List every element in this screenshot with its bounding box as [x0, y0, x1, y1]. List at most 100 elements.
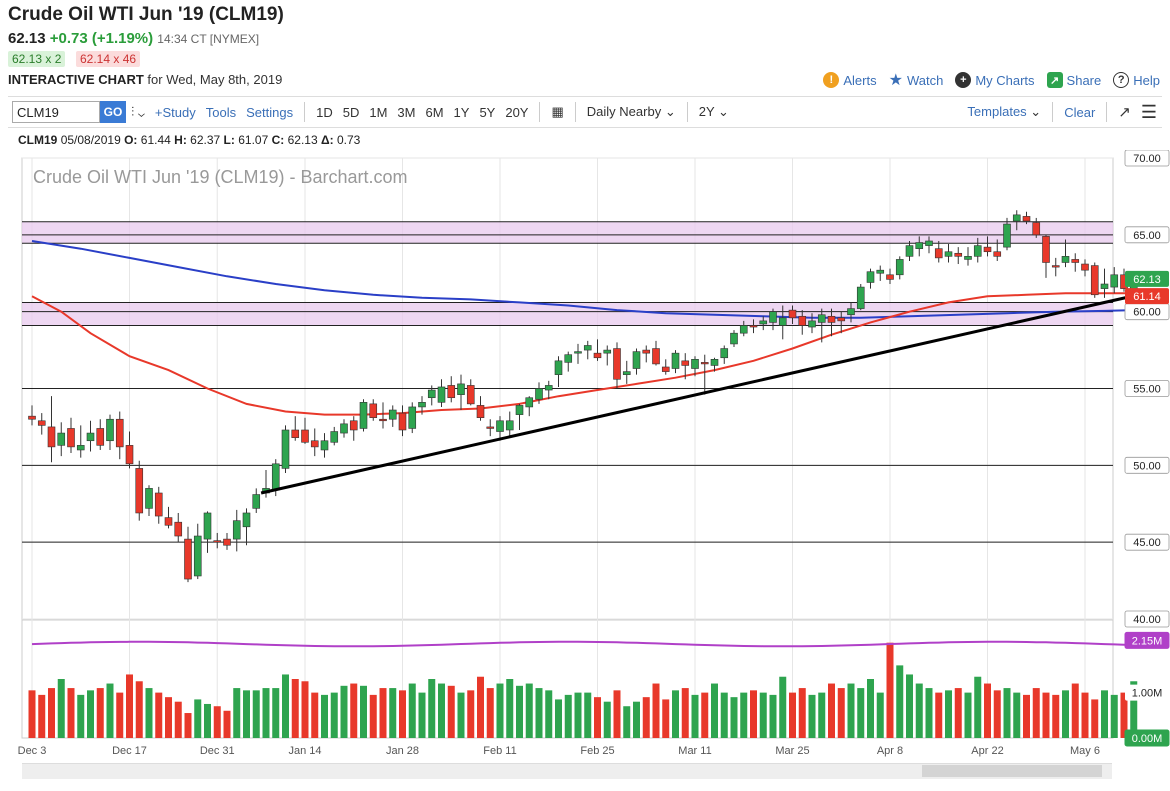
menu-icon[interactable]: ☰ [1140, 101, 1157, 122]
chart-type-button[interactable]: ⫶ ⌄ [126, 104, 150, 120]
period-3m[interactable]: 3M [397, 104, 416, 120]
candle-body [232, 520, 241, 540]
candle [447, 376, 456, 403]
x-tick-label: May 6 [1070, 745, 1100, 757]
candle-body [847, 308, 855, 316]
chart-scrollbar[interactable] [22, 763, 1112, 779]
candle [730, 330, 738, 348]
volume-bar [516, 685, 523, 738]
last-price-flag [1125, 270, 1169, 287]
period-5d[interactable]: 5D [342, 104, 360, 120]
settings-button[interactable]: Settings [246, 104, 294, 120]
volume-bar [1081, 692, 1089, 738]
alert-icon: ! [823, 72, 840, 88]
candle-body [379, 418, 387, 422]
candle-body [496, 420, 504, 432]
trendline-layer [260, 293, 1139, 495]
volume-bar [350, 683, 358, 738]
candle [905, 240, 914, 261]
candle-body [457, 383, 465, 395]
period-1y[interactable]: 1Y [453, 104, 470, 120]
volume-bar [584, 692, 592, 738]
volume-bar [360, 685, 367, 738]
candle [359, 399, 368, 432]
candle-body [515, 405, 524, 415]
volume-bar [77, 694, 85, 738]
period-1m[interactable]: 1M [369, 104, 388, 120]
candle [915, 236, 924, 257]
y-tick-label: 45.00 [1133, 537, 1161, 549]
my-charts-link[interactable]: + My Charts [955, 72, 1035, 88]
candle [895, 256, 904, 280]
x-tick-label: Dec 17 [112, 745, 147, 757]
volume-bar [1003, 688, 1011, 738]
period-6m[interactable]: 6M [425, 104, 444, 120]
volume-tick-label: 2.15M [1132, 635, 1163, 647]
candle [145, 485, 153, 517]
candle [886, 268, 894, 285]
axis-layer: Dec 3 Dec 17 Dec 31 Jan 14 Jan 28 Feb 11 Feb 2… [18, 150, 1170, 757]
volume-bar [750, 690, 757, 738]
ma-value-flag [1125, 288, 1169, 305]
period-20y[interactable]: 20Y [505, 104, 529, 120]
toolbar-divider [686, 102, 688, 122]
x-tick-label: Mar 11 [678, 745, 711, 757]
range-dropdown[interactable]: 2Y ⌄ [694, 104, 734, 120]
volume-bar [730, 697, 738, 738]
period-5y[interactable]: 5Y [479, 104, 496, 120]
scrollbar-thumb[interactable] [922, 765, 1102, 777]
candle-body [28, 415, 36, 420]
candle [437, 379, 446, 407]
candle-body [223, 538, 231, 546]
candle [1032, 217, 1041, 238]
help-link[interactable]: ? Help [1113, 72, 1160, 88]
period-1d[interactable]: 1D [316, 104, 333, 120]
candle-body [1100, 283, 1109, 289]
candle-body [1022, 216, 1031, 222]
volume-bar [828, 683, 835, 738]
tools-button[interactable]: Tools [205, 104, 237, 120]
candle [1110, 267, 1119, 294]
alerts-link[interactable]: ! Alerts [823, 72, 877, 88]
candle [505, 411, 514, 438]
candle-body [340, 423, 348, 434]
study-button[interactable]: +Study [154, 104, 196, 120]
symbol-input[interactable] [12, 101, 100, 123]
candle [408, 402, 417, 434]
share-link[interactable]: ↗ Share [1046, 72, 1101, 88]
ohlc-date: 05/08/2019 [60, 133, 121, 147]
volume-bar [282, 674, 289, 738]
volume-bar [935, 692, 943, 738]
candle-body [369, 403, 378, 418]
volume-bar [1062, 690, 1069, 738]
candle [320, 433, 329, 458]
candle [476, 396, 485, 421]
volume-bar [662, 699, 670, 738]
volume-bar [691, 694, 699, 738]
calendar-icon[interactable]: ▦ [551, 104, 564, 119]
go-button[interactable]: GO [100, 101, 126, 123]
candle [135, 460, 144, 521]
frequency-dropdown[interactable]: Daily Nearby ⌄ [582, 104, 681, 120]
volume-bar [165, 697, 172, 738]
volume-bar [906, 674, 913, 738]
candle-body [710, 359, 719, 366]
candle [164, 506, 173, 529]
candle [125, 431, 134, 469]
candle [184, 526, 192, 583]
volume-bar [769, 694, 777, 738]
candle [310, 428, 319, 457]
price-chart[interactable]: Dec 3 Dec 17 Dec 31 Jan 14 Jan 28 Feb 11 Feb 2… [0, 150, 1170, 762]
volume-bar [87, 690, 94, 738]
candle-body [1051, 265, 1060, 268]
candle-body [359, 402, 368, 429]
clear-button[interactable]: Clear [1064, 104, 1096, 120]
candle [1061, 239, 1070, 268]
templates-dropdown[interactable]: Templates ⌄ [962, 104, 1046, 120]
expand-icon[interactable]: ↗ [1118, 104, 1131, 121]
candle [1042, 234, 1050, 278]
volume-bar [1013, 692, 1021, 738]
chevron-down-icon: ⌄ [664, 104, 676, 119]
watch-link[interactable]: ★ Watch [889, 70, 944, 90]
candle [847, 302, 855, 323]
